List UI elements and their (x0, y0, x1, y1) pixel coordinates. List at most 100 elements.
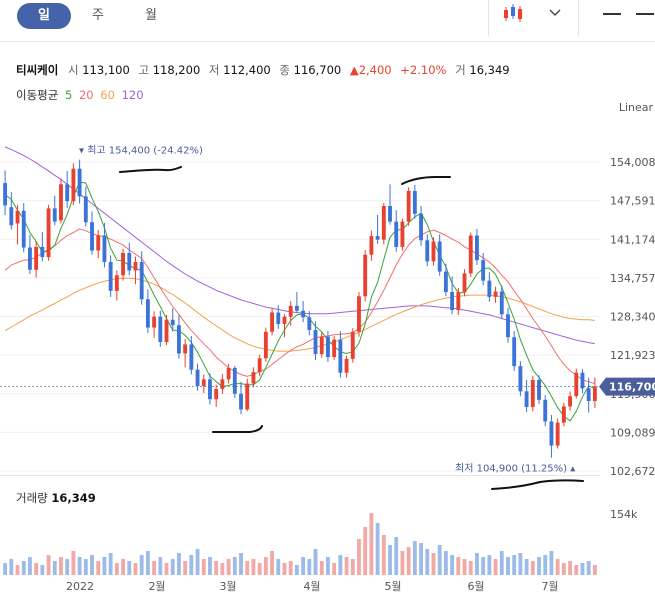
volume-bar (543, 555, 548, 575)
volume-bar (419, 543, 423, 575)
candle-body (568, 396, 572, 407)
candle-body (338, 339, 343, 373)
candle-body (270, 312, 274, 332)
volume-bar (139, 555, 144, 575)
volume-bar (158, 557, 163, 575)
annotation-scribble (212, 425, 263, 433)
volume-bar (257, 563, 262, 575)
tab-daily[interactable]: 일 (17, 3, 71, 29)
candle-body (456, 292, 461, 311)
candle-body (170, 319, 175, 326)
x-tick-label: 2022 (66, 580, 94, 593)
volume-bar (201, 559, 206, 575)
ma-label: 이동평균 (16, 88, 59, 102)
candle-body (282, 316, 287, 324)
current-price-label: 116,700 (609, 381, 655, 394)
candle-body (400, 221, 405, 247)
candle-body (108, 261, 113, 291)
candlestick-icon[interactable] (500, 1, 530, 27)
volume-bar (512, 555, 517, 575)
close-label: 종 (279, 63, 290, 77)
candle-body (307, 317, 312, 330)
volume-bar (208, 557, 212, 575)
volume-bar (586, 561, 591, 575)
volume-bar (580, 563, 585, 575)
volume-bar (52, 561, 57, 575)
tab-weekly[interactable]: 주 (92, 8, 104, 23)
candle-body (363, 254, 368, 297)
candle-body (332, 339, 337, 358)
moving-average-legend: 이동평균 5 20 60 120 (16, 87, 147, 103)
y-tick-label: 134,757 (610, 272, 655, 285)
volume-bar (189, 555, 194, 575)
minus-icon[interactable] (636, 13, 654, 15)
x-tick-label: 7월 (541, 580, 558, 593)
volume-bar (46, 555, 51, 575)
scale-type-label[interactable]: Linear (618, 101, 653, 114)
candle-body (83, 196, 88, 223)
ma-120-label: 120 (121, 88, 144, 102)
volume-bar (183, 561, 188, 575)
candle-body (59, 184, 63, 221)
candle-body (301, 310, 306, 318)
candle-body (419, 213, 423, 241)
candle-body (412, 190, 417, 214)
volume-bar (301, 557, 306, 575)
x-tick-label: 3월 (219, 580, 236, 593)
candle-body (127, 252, 132, 271)
candle-body (443, 271, 448, 293)
candle-body (195, 369, 200, 386)
y-tick-label: 147,591 (610, 195, 655, 208)
volume-bar (152, 561, 157, 575)
volume-bar (350, 559, 355, 575)
tab-monthly[interactable]: 월 (145, 8, 157, 23)
volume-bar (83, 559, 88, 575)
volume-bar (388, 545, 392, 575)
candle-body (462, 273, 467, 293)
volume-bar (177, 553, 181, 575)
candle-body (592, 386, 597, 402)
candle-body (561, 406, 566, 423)
low-label: 저 (208, 63, 220, 77)
candle-body (164, 319, 169, 343)
volume-bar (195, 549, 200, 575)
candle-body (189, 344, 194, 370)
candle-body (537, 379, 541, 400)
volume-bar (319, 561, 324, 575)
chevron-down-icon[interactable] (548, 6, 562, 20)
candle-body (28, 247, 32, 270)
minus-icon[interactable] (603, 13, 621, 15)
candle-body (431, 241, 436, 262)
volume-bar (59, 557, 63, 575)
candle-body (524, 391, 529, 408)
volume-bar (462, 559, 467, 575)
volume-bar (96, 561, 101, 575)
volume-title: 거래량 16,349 (16, 491, 96, 505)
candle-body (369, 236, 374, 255)
volume-bar (21, 561, 26, 575)
candle-body (481, 260, 486, 281)
candle-body (102, 235, 107, 262)
candle-body (506, 314, 510, 338)
candle-body (15, 210, 20, 224)
change-percent: +2.10% (400, 63, 447, 77)
volume-bar (450, 555, 455, 575)
candle-body (288, 305, 293, 317)
volume-bar (232, 557, 237, 575)
volume-bar (239, 553, 243, 575)
high-marker-label: ▾ 최고 154,400 (-24.42%) (79, 145, 203, 157)
candle-body (406, 190, 411, 222)
candle-body (46, 208, 51, 258)
volume-bar (338, 555, 343, 575)
candle-body (121, 252, 125, 276)
volume-bar (276, 559, 281, 575)
candle-body (245, 383, 250, 410)
volume-bar (263, 557, 268, 575)
volume-bar (9, 559, 14, 575)
price-summary: 티씨케이 시 113,100 고 118,200 저 112,400 종 116… (16, 62, 515, 78)
candle-body (145, 299, 150, 328)
volume-divider (0, 475, 600, 476)
candle-body (357, 296, 361, 332)
candle-body (220, 379, 225, 389)
volume-bar (437, 545, 442, 575)
